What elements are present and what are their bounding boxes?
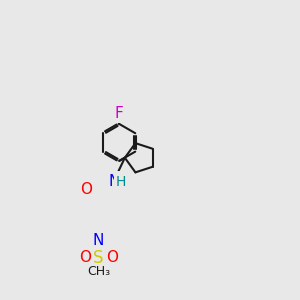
Text: O: O xyxy=(79,250,91,265)
Text: F: F xyxy=(115,106,124,121)
Text: O: O xyxy=(106,250,118,265)
Text: N: N xyxy=(108,174,119,189)
Text: N: N xyxy=(93,233,104,248)
Text: CH₃: CH₃ xyxy=(87,265,110,278)
Text: O: O xyxy=(80,182,92,197)
Text: H: H xyxy=(116,175,126,189)
Text: S: S xyxy=(93,249,104,267)
